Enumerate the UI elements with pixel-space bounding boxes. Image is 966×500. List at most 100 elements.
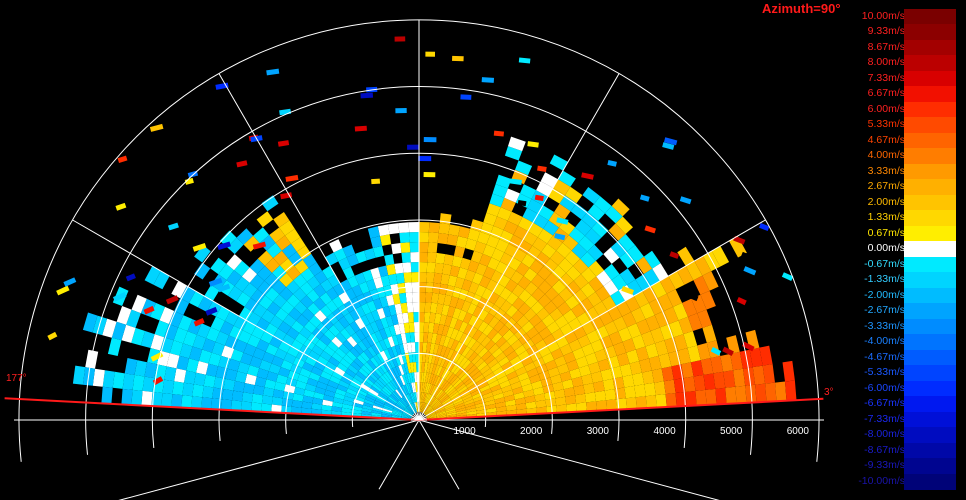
- velocity-gate: [346, 350, 357, 362]
- velocity-gate: [293, 273, 307, 288]
- velocity-gate: [288, 251, 303, 267]
- velocity-gate: [299, 281, 314, 296]
- velocity-gate: [431, 364, 437, 375]
- range-grid: [14, 19, 824, 500]
- velocity-gate: [695, 389, 707, 406]
- velocity-gate: [316, 355, 329, 366]
- velocity-gate: [697, 309, 712, 328]
- noise-gate: [679, 196, 692, 205]
- velocity-gate: [441, 381, 450, 391]
- velocity-gate: [459, 332, 468, 344]
- velocity-gate: [616, 352, 630, 367]
- velocity-gate: [469, 367, 480, 378]
- velocity-gate: [362, 269, 374, 282]
- velocity-gate: [419, 252, 428, 263]
- velocity-gate: [426, 416, 437, 419]
- velocity-gate: [454, 319, 463, 331]
- velocity-gate: [406, 342, 412, 353]
- velocity-gate: [479, 384, 491, 393]
- noise-gate: [556, 217, 569, 225]
- velocity-gate: [650, 327, 665, 344]
- velocity-gate: [506, 334, 519, 346]
- legend-label: 8.00m/s: [867, 56, 905, 69]
- velocity-gate: [593, 380, 605, 393]
- velocity-gate: [549, 154, 568, 171]
- velocity-gate: [486, 235, 500, 249]
- velocity-gate: [493, 320, 505, 333]
- velocity-gate: [302, 253, 317, 268]
- noise-gate: [607, 159, 617, 167]
- velocity-gate: [242, 282, 258, 298]
- velocity-gate: [121, 324, 136, 343]
- velocity-gate: [635, 256, 653, 274]
- velocity-gate: [422, 403, 428, 413]
- velocity-gate: [412, 292, 419, 303]
- noise-gate: [394, 36, 406, 42]
- velocity-gate: [198, 296, 213, 312]
- velocity-gate: [461, 393, 472, 401]
- velocity-gate: [366, 359, 377, 370]
- velocity-gate: [252, 347, 266, 360]
- velocity-gate: [571, 303, 586, 318]
- velocity-gate: [382, 373, 391, 383]
- velocity-gate: [279, 258, 295, 273]
- velocity-gate: [615, 398, 627, 410]
- velocity-gate: [581, 211, 599, 229]
- velocity-gate: [537, 294, 552, 308]
- velocity-gate: [494, 295, 506, 309]
- noise-gate: [685, 291, 699, 302]
- velocity-gate: [380, 317, 389, 329]
- velocity-gate: [233, 380, 245, 393]
- velocity-gate: [234, 276, 250, 292]
- velocity-gate: [749, 347, 763, 368]
- velocity-gate: [702, 271, 719, 291]
- velocity-gate: [299, 326, 312, 339]
- velocity-gate: [456, 412, 467, 416]
- velocity-gate: [530, 333, 544, 345]
- velocity-gate: [476, 332, 487, 344]
- noise-gate: [481, 77, 495, 83]
- velocity-gate: [336, 384, 348, 392]
- velocity-gate: [427, 383, 433, 394]
- velocity-gate: [350, 361, 361, 371]
- velocity-gate: [419, 372, 422, 383]
- legend-label: 4.67m/s: [867, 133, 905, 146]
- velocity-gate: [508, 376, 520, 385]
- velocity-gate: [428, 352, 434, 364]
- noise-gate: [581, 172, 594, 180]
- velocity-gate: [306, 377, 319, 387]
- velocity-gate: [401, 414, 412, 418]
- velocity-gate: [504, 146, 523, 161]
- legend-label: 0.00m/s: [867, 242, 905, 255]
- noise-gate: [554, 233, 566, 241]
- velocity-gate: [159, 306, 175, 324]
- velocity-gate: [519, 184, 537, 199]
- velocity-gate: [563, 387, 576, 397]
- velocity-gate: [562, 235, 579, 251]
- velocity-gate: [320, 371, 332, 381]
- velocity-gate: [101, 386, 113, 404]
- velocity-gate: [453, 352, 462, 363]
- velocity-gate: [301, 401, 313, 409]
- legend-swatch: [904, 411, 956, 428]
- velocity-gate: [426, 342, 432, 353]
- velocity-gate: [221, 399, 232, 411]
- legend-label: 10.00m/s: [861, 10, 905, 22]
- velocity-gate: [450, 339, 459, 351]
- velocity-gate: [651, 368, 664, 383]
- velocity-gate: [600, 368, 613, 381]
- velocity-gate: [683, 376, 696, 392]
- velocity-gate: [654, 340, 669, 356]
- velocity-gate: [376, 352, 385, 363]
- legend-swatch: [904, 380, 956, 397]
- velocity-gate: [399, 399, 407, 408]
- velocity-gate: [607, 306, 623, 321]
- velocity-gate: [438, 393, 448, 402]
- velocity-gate: [407, 383, 412, 394]
- velocity-gate: [456, 383, 466, 392]
- velocity-gate: [358, 281, 370, 294]
- velocity-gate: [333, 320, 345, 333]
- velocity-gate: [308, 372, 321, 382]
- velocity-gate: [531, 287, 545, 302]
- velocity-gate: [347, 275, 359, 289]
